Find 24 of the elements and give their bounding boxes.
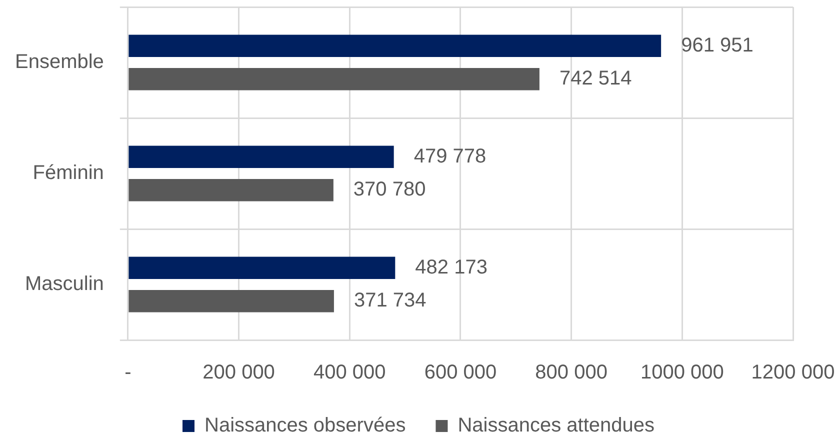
- legend-label: Naissances observées: [204, 414, 406, 437]
- bar: [128, 256, 396, 279]
- bar: [128, 146, 394, 168]
- x-tick-label: 200 000: [202, 362, 275, 384]
- x-tick-label: 800 000: [535, 362, 608, 384]
- data-label: 370 780: [353, 178, 426, 201]
- y-tick-label: Masculin: [25, 273, 104, 296]
- y-tick-label: Féminin: [32, 162, 104, 184]
- y-tick-label: Ensemble: [15, 51, 104, 74]
- data-label: 742 514: [559, 68, 632, 90]
- bar: [128, 34, 662, 57]
- x-tick-label: 400 000: [313, 362, 386, 384]
- bar: [128, 179, 334, 202]
- x-tick-label: 1200 000: [751, 362, 835, 384]
- data-label: 961 951: [681, 34, 754, 56]
- x-tick-label: 1000 000: [640, 362, 724, 384]
- bar: [128, 290, 334, 312]
- data-label: 479 778: [414, 145, 486, 168]
- bar: [128, 68, 540, 90]
- x-tick-label: 600 000: [424, 362, 497, 384]
- data-label: 371 734: [354, 290, 426, 312]
- x-tick-label: -: [124, 362, 132, 384]
- data-label: 482 173: [415, 256, 488, 278]
- legend-label: Naissances attendues: [458, 414, 655, 437]
